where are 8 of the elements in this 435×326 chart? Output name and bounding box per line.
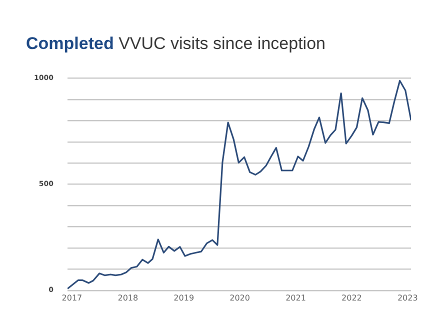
- x-tick-label: 2018: [118, 293, 138, 302]
- chart-title: Completed VVUC visits since inception: [26, 34, 326, 54]
- x-tick-label: 2021: [286, 293, 306, 302]
- x-tick-label: 2017: [62, 293, 82, 302]
- x-tick-label: 2020: [230, 293, 250, 302]
- x-tick-label: 2023: [397, 293, 418, 302]
- x-tick-label: 2019: [174, 293, 194, 302]
- x-tick-label: 2022: [342, 293, 362, 302]
